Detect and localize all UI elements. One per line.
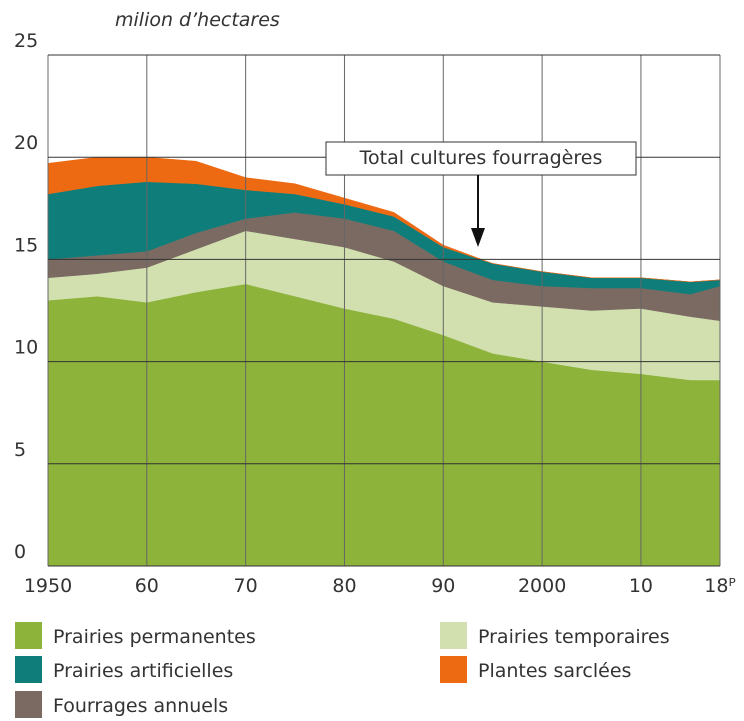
legend-swatch (15, 656, 42, 683)
y-tick-label: 15 (14, 234, 38, 256)
area (47, 156, 721, 283)
y-tick-label: 0 (14, 541, 26, 563)
x-tick-label: 2000 (518, 575, 566, 597)
legend-swatch (440, 622, 467, 649)
legend-swatch (15, 691, 42, 718)
legend-swatch (15, 622, 42, 649)
legend-label: Plantes sarclées (478, 660, 631, 682)
x-tick-label: 90 (431, 575, 455, 597)
x-tick-label: 60 (135, 575, 159, 597)
x-tick-label: 80 (332, 575, 356, 597)
legend-label: Fourrages annuels (53, 695, 228, 717)
annotation-box (325, 141, 637, 176)
x-tick-label: 70 (234, 575, 258, 597)
y-tick-label: 10 (14, 337, 38, 359)
annotation-arrowhead (471, 228, 485, 247)
y-tick-label: 5 (14, 439, 26, 461)
x-tick-label: 1950 (24, 575, 72, 597)
x-tick-label: 18ᴾ (704, 575, 735, 597)
unit-label: milion d’hectares (115, 9, 280, 31)
annotation: Total cultures fourragères (359, 147, 603, 169)
legend-label: Prairies artificielles (53, 660, 233, 682)
x-tick-label: 10 (629, 575, 653, 597)
legend-label: Prairies permanentes (53, 626, 256, 648)
y-tick-label: 25 (14, 30, 38, 52)
y-tick-label: 20 (14, 132, 38, 154)
legend-label: Prairies temporaires (478, 626, 670, 648)
legend-swatch (440, 656, 467, 683)
